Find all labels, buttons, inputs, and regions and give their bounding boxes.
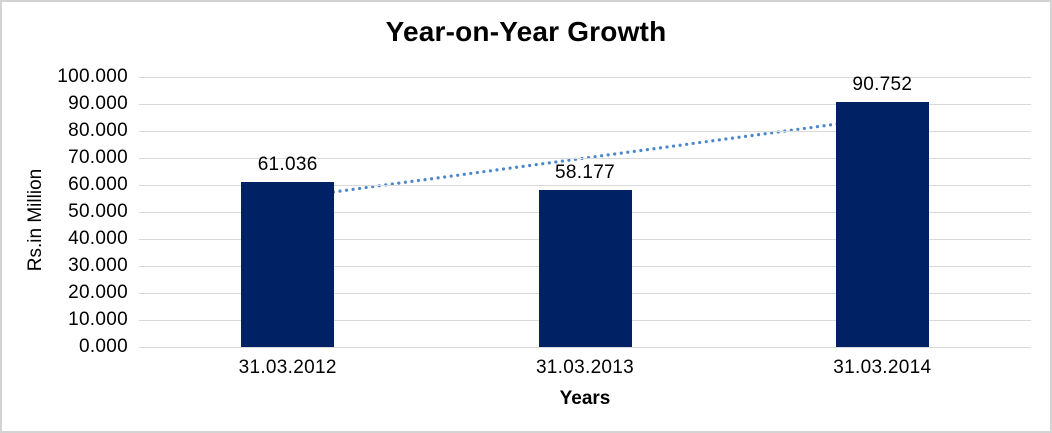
bar-data-label: 90.752 <box>852 73 913 95</box>
x-axis-title: Years <box>559 388 611 409</box>
y-axis-tick-label: 0.000 <box>78 336 128 357</box>
bar-data-label: 58.177 <box>555 161 615 183</box>
y-axis-tick-label: 70.000 <box>68 147 128 168</box>
y-axis-tick-label: 30.000 <box>68 255 128 276</box>
gridline <box>139 185 1031 186</box>
chart-title: Year-on-Year Growth <box>385 16 667 47</box>
bar <box>241 182 335 347</box>
bar-data-label: 61.036 <box>257 154 318 176</box>
y-axis-tick-label: 40.000 <box>68 228 128 249</box>
gridline <box>139 77 1031 78</box>
y-axis-tick-label: 20.000 <box>68 282 128 303</box>
bar <box>835 101 929 347</box>
y-axis-tick-label: 100.000 <box>57 66 128 87</box>
y-axis-tick-label: 80.000 <box>68 120 128 141</box>
gridline <box>139 347 1031 348</box>
y-axis-tick-label: 60.000 <box>68 174 128 195</box>
bar <box>538 189 632 347</box>
y-axis-tick-label: 50.000 <box>68 201 128 222</box>
y-axis-tick-label: 90.000 <box>68 93 128 114</box>
x-axis-tick-label: 31.03.2012 <box>238 357 337 378</box>
y-axis-tick-label: 10.000 <box>68 309 128 330</box>
gridline <box>139 131 1031 132</box>
x-axis-tick-label: 31.03.2014 <box>833 357 932 378</box>
x-axis-tick-label: 31.03.2013 <box>535 357 635 378</box>
gridline <box>139 104 1031 105</box>
gridline <box>139 158 1031 159</box>
